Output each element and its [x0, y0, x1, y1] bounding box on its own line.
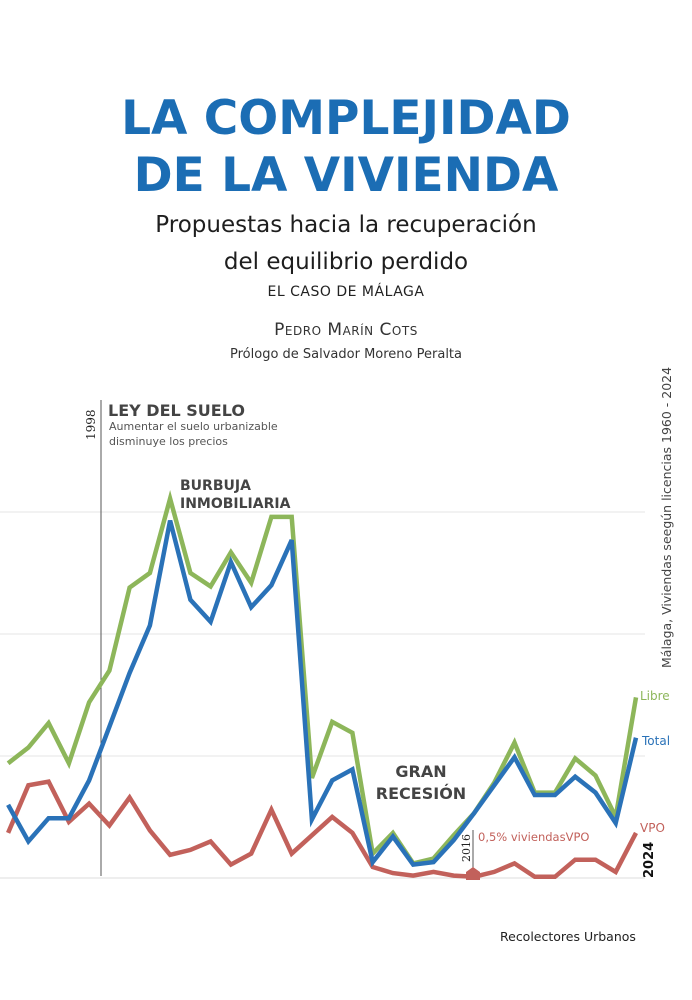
- series-line-libre: [6, 490, 639, 866]
- chart-title: Málaga, Viviendas seegún licencias 1960 …: [659, 367, 674, 668]
- subtitle-line-2: del equilibrio perdido: [223, 249, 469, 275]
- series-line-total: [6, 519, 639, 868]
- case-label: EL CASO DE MÁLAGA: [267, 284, 425, 300]
- title-line-2: DE LA VIVIENDA: [133, 148, 559, 203]
- ley-text-1: Aumentar el suelo urbanizable: [109, 420, 278, 433]
- series-lines: [6, 490, 639, 880]
- prologue: Prólogo de Salvador Moreno Peralta: [230, 347, 462, 362]
- publisher: Recolectores Urbanos: [500, 929, 636, 944]
- recesion-label-1: GRAN: [395, 762, 446, 781]
- recesion-label-2: RECESIÓN: [376, 784, 466, 803]
- burbuja-label-1: BURBUJA: [180, 478, 251, 494]
- vpo-year-label: 2016: [460, 834, 473, 862]
- legend-libre: Libre: [640, 689, 670, 703]
- title-line-1: LA COMPLEJIDAD: [121, 91, 571, 146]
- series-line-vpo: [6, 779, 638, 880]
- end-year-label: 2024: [642, 842, 657, 878]
- author: Pedro Marín Cots: [274, 320, 418, 340]
- legend-total: Total: [641, 734, 670, 748]
- burbuja-label-2: INMOBILIARIA: [180, 496, 291, 512]
- ley-year-label: 1998: [84, 409, 98, 440]
- legend-vpo: VPO: [640, 821, 665, 835]
- vpo-note: 0,5% viviendasVPO: [478, 830, 589, 844]
- vpo-2016-marker: [466, 867, 480, 880]
- ley-text-2: disminuye los precios: [109, 435, 228, 448]
- ley-title: LEY DEL SUELO: [108, 401, 245, 420]
- subtitle-line-1: Propuestas hacia la recuperación: [155, 212, 537, 238]
